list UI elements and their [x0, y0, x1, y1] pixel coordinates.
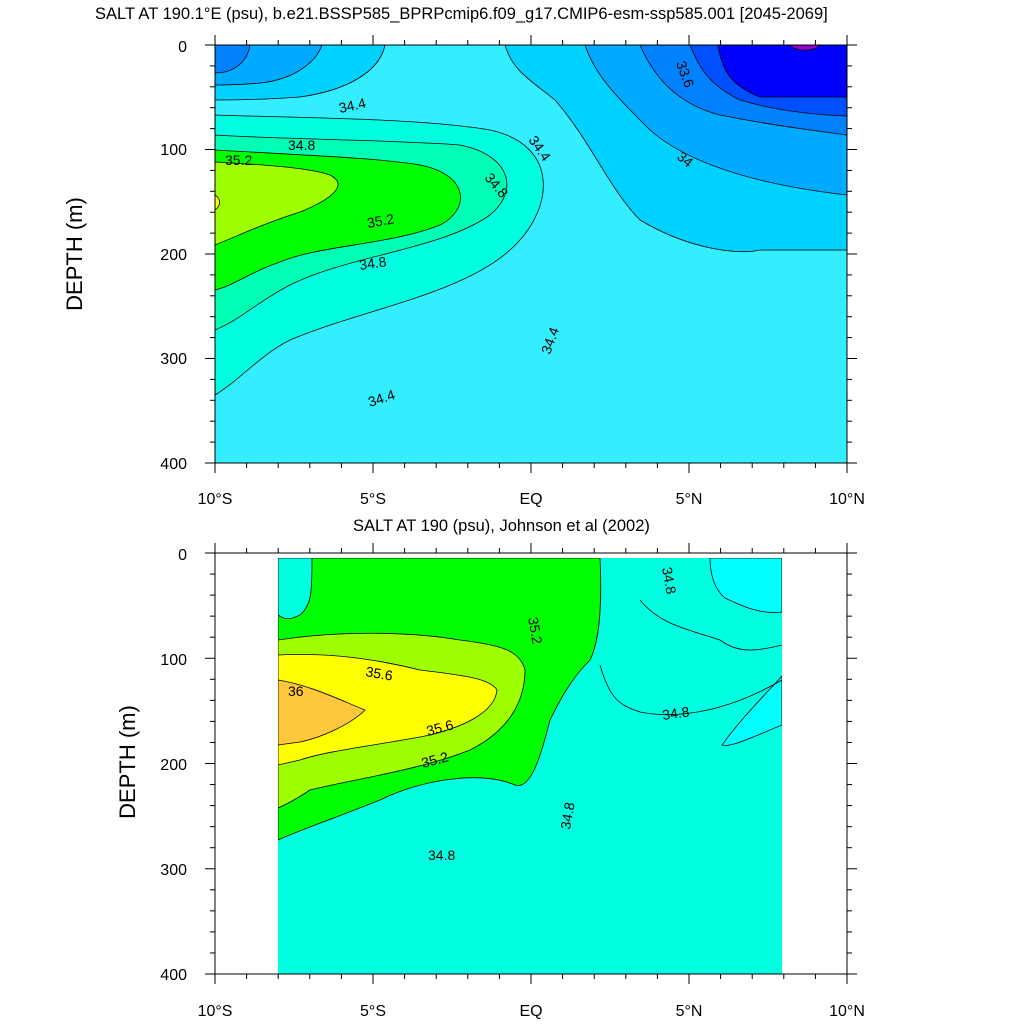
- contour-field-bottom: [278, 558, 782, 974]
- x-axis-bottom: 10°S 5°S EQ 5°N 10°N: [198, 1003, 865, 1020]
- contour-label: 35.6: [364, 663, 394, 684]
- x-tick-label: 10°S: [198, 491, 233, 508]
- tick-marks-bottom: [205, 543, 857, 984]
- y-axis-top: 0 100 200 300 400 DEPTH (m): [62, 39, 187, 473]
- fill-35.4-bottom: [278, 653, 498, 766]
- contour-label: 34.8: [358, 253, 387, 273]
- y-tick-label: 400: [160, 967, 187, 984]
- contour-label: 34.8: [288, 137, 315, 153]
- contour-label: 34.8: [659, 566, 680, 596]
- x-tick-label: EQ: [519, 1003, 542, 1020]
- x-tick-label: 5°N: [676, 491, 703, 508]
- y-tick-label: 200: [160, 757, 187, 774]
- fill-34.6-east-lower: [721, 675, 782, 746]
- fill-35.2-tongue: [215, 161, 339, 246]
- contour-lines-bottom: [599, 599, 782, 716]
- contour-label: 35.2: [366, 210, 396, 231]
- y-tick-label: 0: [178, 39, 187, 56]
- x-tick-label: 10°N: [829, 1003, 865, 1020]
- x-tick-label: EQ: [519, 491, 542, 508]
- fill-34.6-east: [709, 558, 782, 613]
- fill-33.8-west: [215, 45, 251, 74]
- x-tick-label: 10°N: [829, 491, 865, 508]
- y-tick-label: 200: [160, 247, 187, 264]
- contour-label: 34.8: [557, 801, 578, 831]
- contour-label: 34.8: [428, 847, 455, 863]
- contour-field-top: [215, 45, 847, 463]
- fill-35.0-notch: [278, 558, 313, 620]
- contour-labels-bottom: 35.6 36 35.6 35.2 35.2 34.8 34.8 34.8 34…: [288, 566, 691, 863]
- x-tick-label: 5°N: [676, 1003, 703, 1020]
- x-tick-label: 10°S: [198, 1003, 233, 1020]
- y-tick-label: 300: [160, 351, 187, 368]
- y-axis-title: DEPTH (m): [62, 197, 87, 311]
- y-tick-label: 400: [160, 456, 187, 473]
- x-axis-top: 10°S 5°S EQ 5°N 10°N: [198, 491, 865, 508]
- fill-33.4-east: [717, 45, 847, 98]
- fill-36-bottom: [278, 679, 366, 746]
- y-tick-label: 100: [160, 142, 187, 159]
- contour-label: 35.2: [225, 152, 252, 168]
- contour-label: 35.2: [420, 748, 451, 771]
- contour-label: 34.8: [661, 703, 690, 723]
- contour-label: 34.4: [337, 95, 367, 116]
- contour-label: 35.2: [525, 616, 546, 646]
- contour-label: 36: [288, 683, 304, 699]
- y-tick-label: 100: [160, 652, 187, 669]
- tick-marks-top: [205, 35, 857, 473]
- x-tick-label: 5°S: [360, 1003, 386, 1020]
- y-tick-label: 0: [178, 547, 187, 564]
- contour-line: [639, 599, 782, 651]
- chart-title-bottom: SALT AT 190 (psu), Johnson et al (2002): [353, 517, 650, 535]
- y-axis-title: DEPTH (m): [115, 705, 140, 819]
- y-tick-label: 300: [160, 862, 187, 879]
- contour-line: [599, 664, 782, 716]
- contour-label: 35.6: [425, 716, 456, 739]
- x-tick-label: 5°S: [360, 491, 386, 508]
- chart-title-top: SALT AT 190.1°E (psu), b.e21.BSSP585_BPR…: [95, 5, 828, 23]
- y-axis-bottom: 0 100 200 300 400 DEPTH (m): [115, 547, 187, 984]
